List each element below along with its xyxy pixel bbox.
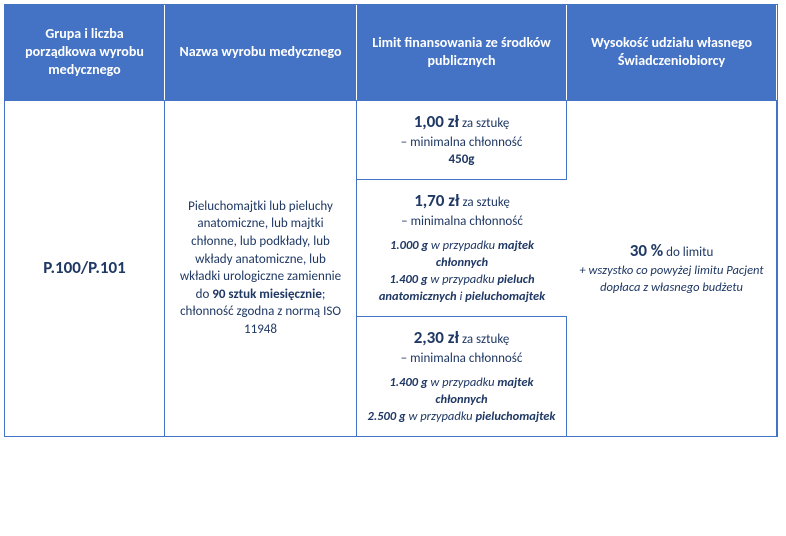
limit3-l1a: 1.400 g <box>389 375 427 390</box>
limit3-l2b: w przypadku <box>406 409 476 424</box>
header-group: Grupa i liczba porządkowa wyrobu medyczn… <box>5 5 165 100</box>
group-code-cell: P.100/P.101 <box>5 100 165 436</box>
financing-table: Grupa i liczba porządkowa wyrobu medyczn… <box>4 4 778 437</box>
limit3-per: za sztukę <box>459 332 509 347</box>
limit1-bold: 450g <box>449 152 475 167</box>
share-percent: 30 % <box>630 240 663 261</box>
product-name-cell: Pieluchomajtki lub pieluchy anatomiczne,… <box>165 100 357 436</box>
limit1-price: 1,00 zł <box>414 111 459 132</box>
limit1-per: za sztukę <box>459 116 509 131</box>
limit2-l2a: 1.400 g <box>389 272 427 287</box>
limit3-price: 2,30 zł <box>414 327 459 348</box>
limit3-l1b: w przypadku <box>428 375 498 390</box>
limit2-l2d: i <box>457 289 466 304</box>
product-name-bold: 90 sztuk miesięcznie <box>212 287 322 302</box>
limit3-l2c: pieluchomajtek <box>475 409 555 424</box>
share-cell: 30 % do limitu + wszystko co powyżej lim… <box>567 100 777 436</box>
limit2-price: 1,70 zł <box>414 190 459 211</box>
limit-cell-1: 1,00 zł za sztukę – minimalna chłonność … <box>357 100 567 179</box>
share-note: + wszystko co powyżej limitu Pacjent dop… <box>577 263 766 297</box>
limit2-per: za sztukę <box>460 195 510 210</box>
limit-cell-2: 1,70 zł za sztukę – minimalna chłonność … <box>357 179 567 316</box>
limit1-sub: – minimalna chłonność <box>401 134 523 152</box>
limit2-l1a: 1.000 g <box>390 238 428 253</box>
header-limit: Limit finansowania ze środków publicznyc… <box>357 5 567 100</box>
header-product: Nazwa wyrobu medycznego <box>165 5 357 100</box>
share-percent-after: do limitu <box>663 245 713 260</box>
limit2-l1b: w przypadku <box>428 238 498 253</box>
limit2-l2e: pieluchomajtek <box>465 289 545 304</box>
limit3-sub: – minimalna chłonność <box>401 350 523 368</box>
limit3-l2a: 2.500 g <box>368 409 406 424</box>
limit2-l2b: w przypadku <box>428 272 498 287</box>
header-share: Wysokość udziału własnego Świadczeniobio… <box>567 5 777 100</box>
limit2-sub: – minimalna chłonność <box>401 213 523 231</box>
limit-cell-3: 2,30 zł za sztukę – minimalna chłonność … <box>357 316 567 436</box>
